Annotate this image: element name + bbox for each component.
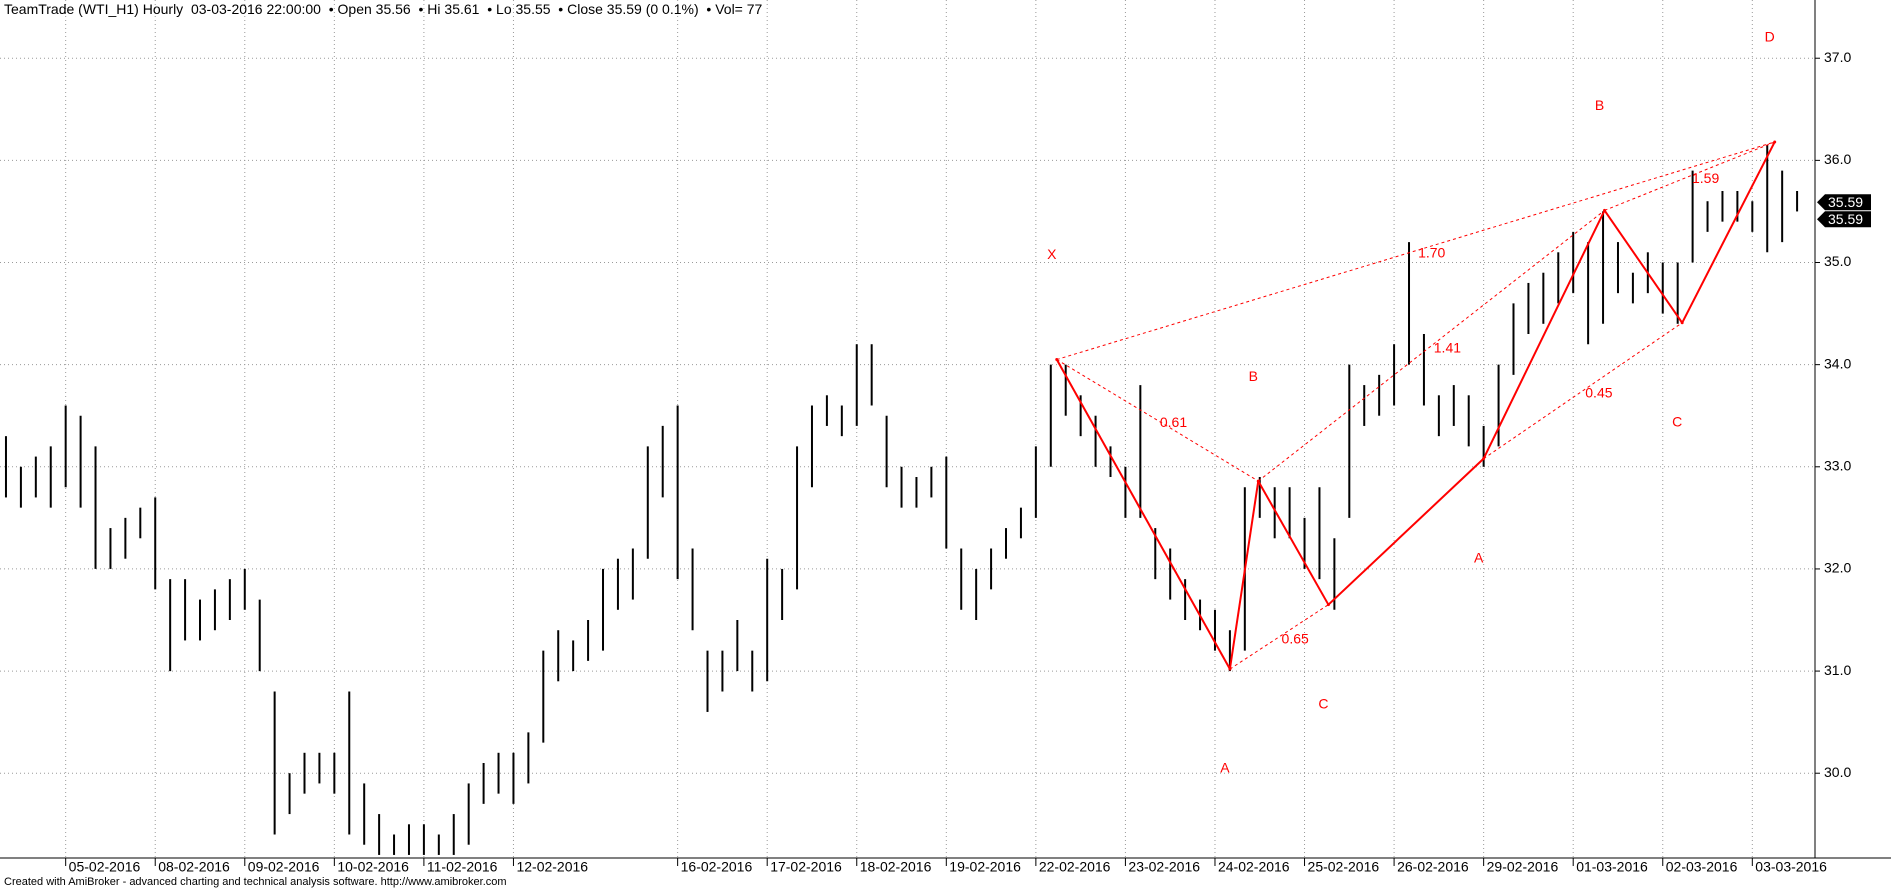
x-tick-label: 05-02-2016: [69, 859, 141, 875]
pattern-label: D: [1765, 29, 1775, 45]
pattern-label: C: [1318, 695, 1328, 711]
price-marker: [1817, 211, 1871, 228]
y-tick-label: 37.0: [1824, 49, 1851, 65]
header-item: Close 35.59 (0 0.1%): [551, 1, 699, 17]
y-tick-label: 32.0: [1824, 560, 1851, 576]
x-tick-label: 08-02-2016: [158, 859, 230, 875]
ratio-line: [1483, 322, 1683, 460]
grid: [0, 0, 1815, 858]
y-tick-label: 34.0: [1824, 355, 1851, 371]
pattern-leg: [1327, 457, 1485, 606]
ratio-label: 0.61: [1160, 414, 1187, 430]
ratio-label: 0.65: [1282, 631, 1309, 647]
x-tick-label: 09-02-2016: [248, 859, 320, 875]
x-tick-label: 19-02-2016: [949, 859, 1021, 875]
x-tick-label: 23-02-2016: [1128, 859, 1200, 875]
ratio-line: [1604, 141, 1775, 211]
price-marker-label: 35.59: [1828, 194, 1863, 210]
x-tick-label: 16-02-2016: [681, 859, 753, 875]
pattern-leg: [1482, 209, 1606, 460]
ratio-label: 1.70: [1418, 244, 1445, 260]
header-item: 03-03-2016 22:00:00: [190, 1, 321, 17]
x-tick-label: 03-03-2016: [1755, 859, 1827, 875]
price-bars: [4, 145, 1799, 855]
y-tick-label: 36.0: [1824, 151, 1851, 167]
header-item: TeamTrade (WTI_H1) Hourly: [4, 1, 184, 17]
pattern-label: X: [1047, 246, 1057, 262]
ratio-label: 1.41: [1434, 339, 1461, 355]
footer: Created with AmiBroker - advanced charti…: [4, 876, 507, 888]
header-item: Vol= 77: [699, 1, 763, 17]
pattern-leg: [1228, 480, 1260, 670]
x-tick-label: 02-03-2016: [1666, 859, 1738, 875]
price-marker-label: 35.59: [1828, 211, 1863, 227]
pattern-leg: [1055, 359, 1231, 670]
ratio-line: [1056, 141, 1775, 361]
harmonic-pattern: X A B C A B C D 0.61 1.70 0.65 1.41 0.45 1.59: [1047, 29, 1777, 776]
y-tick-label: 30.0: [1824, 764, 1851, 780]
x-tick-label: 29-02-2016: [1487, 859, 1559, 875]
y-tick-label: 33.0: [1824, 457, 1851, 473]
y-tick-label: 31.0: [1824, 662, 1851, 678]
pattern-leg: [1603, 209, 1683, 324]
ratio-label: 0.45: [1585, 384, 1612, 400]
ratio-line: [1229, 604, 1329, 670]
ratio-line: [1257, 210, 1605, 482]
x-tick-label: 22-02-2016: [1039, 859, 1111, 875]
pattern-label: A: [1474, 549, 1484, 565]
x-tick-label: 01-03-2016: [1576, 859, 1648, 875]
x-tick-label: 17-02-2016: [770, 859, 842, 875]
x-tick-label: 12-02-2016: [516, 859, 588, 875]
pattern-label: C: [1672, 413, 1682, 429]
pattern-label: B: [1249, 368, 1258, 384]
y-tick-label: 35.0: [1824, 253, 1851, 269]
ratio-line: [1056, 359, 1259, 482]
x-tick-label: 26-02-2016: [1397, 859, 1469, 875]
ratio-label: 1.59: [1692, 170, 1719, 186]
x-tick-label: 10-02-2016: [337, 859, 409, 875]
chart-header: TeamTrade (WTI_H1) Hourly 03-03-2016 22:0…: [4, 1, 762, 17]
header-item: Lo 35.55: [479, 1, 550, 17]
header-item: Open 35.56: [321, 1, 411, 17]
pattern-label: A: [1220, 760, 1230, 776]
pattern-leg: [1681, 141, 1776, 324]
header-item: Hi 35.61: [411, 1, 480, 17]
price-marker: [1817, 194, 1871, 211]
x-tick-label: 18-02-2016: [860, 859, 932, 875]
pattern-leg: [1257, 480, 1330, 606]
x-tick-label: 24-02-2016: [1218, 859, 1290, 875]
x-tick-label: 11-02-2016: [427, 859, 498, 875]
pattern-label: B: [1595, 97, 1604, 113]
x-tick-label: 25-02-2016: [1308, 859, 1380, 875]
